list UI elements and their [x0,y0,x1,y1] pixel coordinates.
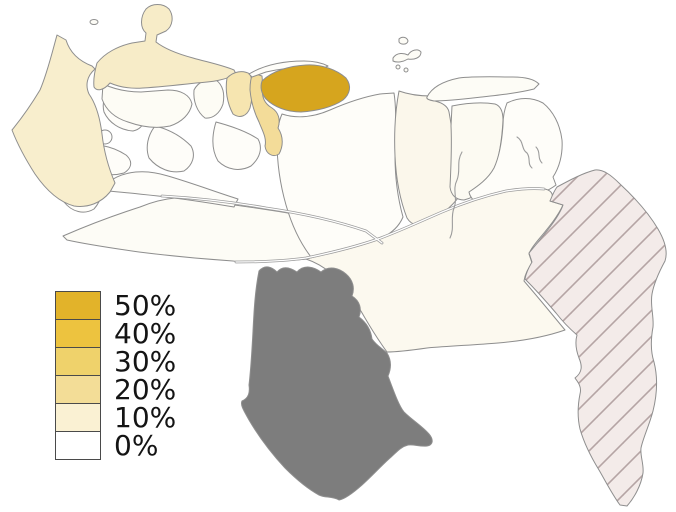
delta-channel-2 [535,146,543,164]
region-aragua [249,72,283,157]
legend-label-40: 40% [114,316,177,350]
apure-river-core [161,195,383,244]
legend-row: 40% [55,319,176,348]
island-margarita [392,49,422,63]
region-guarico [276,92,404,258]
river-cores [161,187,545,263]
island-north-islet [398,36,409,45]
islands-group [89,19,422,73]
region-falcon [93,4,237,91]
island-cubagua [403,67,409,73]
legend-swatch-30 [55,347,101,376]
legend: 50% 40% 30% 20% 10% 0% [55,291,176,460]
legend-swatch-20 [55,375,101,404]
orinoco-river-core [235,187,545,263]
legend-swatch-40 [55,319,101,348]
region-lara [101,83,193,128]
minor-rivers [449,136,543,239]
caroni-river [449,151,463,239]
state-boundaries-layer [11,4,667,507]
region-carabobo [225,71,254,117]
island-small-west-icon [89,19,99,25]
region-portuguesa [146,125,194,173]
region-zulia [11,34,116,207]
legend-label-0: 0% [114,428,159,462]
legend-swatch-0 [55,431,101,460]
legend-swatch-50 [55,291,101,320]
legend-label-10: 10% [114,400,177,434]
legend-row: 50% [55,291,176,320]
rivers-layer [160,136,546,264]
region-cojedes [212,121,261,170]
legend-swatch-10 [55,403,101,432]
region-miranda [260,64,351,113]
region-amazonas [241,266,433,501]
legend-row: 10% [55,403,176,432]
region-guayana-esequiba [524,169,667,507]
region-sucre [426,76,540,102]
legend-row: 20% [55,375,176,404]
legend-label-20: 20% [114,372,177,406]
region-yaracuy [193,79,225,119]
legend-label-30: 30% [114,344,177,378]
legend-row: 30% [55,347,176,376]
legend-row: 0% [55,431,176,460]
island-coche [395,64,401,70]
legend-label-50: 50% [114,288,177,322]
delta-channel-1 [516,136,533,169]
